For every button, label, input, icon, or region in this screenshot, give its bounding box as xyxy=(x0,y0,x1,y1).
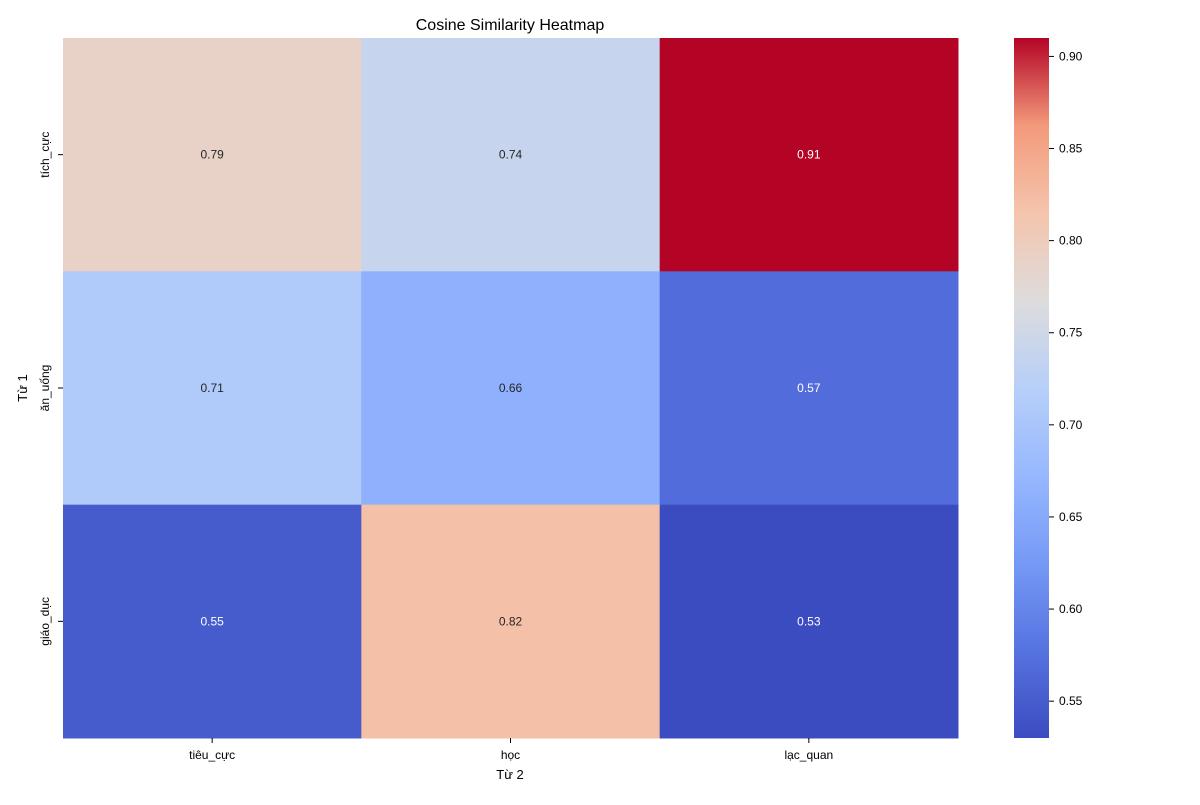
heatmap-cell xyxy=(361,38,661,272)
y-tick-label: ăn_uống xyxy=(38,365,52,412)
x-axis-label: Từ 2 xyxy=(496,767,524,782)
cell-value-label: 0.55 xyxy=(200,614,224,628)
heatmap-cell xyxy=(659,271,959,506)
cell-value-label: 0.82 xyxy=(499,614,523,628)
axis-ticks: tiêu_cực học lạc_quan tích_cực ăn_uống giáo_d… xyxy=(38,132,833,762)
cell-value-label: 0.71 xyxy=(200,381,224,395)
colorbar-tick-label: 0.80 xyxy=(1059,234,1083,248)
colorbar-ticks: 0.55 0.60 0.65 0.70 0.75 0.80 0.85 0.90 xyxy=(1049,49,1083,708)
y-tick-label: tích_cực xyxy=(38,132,52,178)
x-tick-label: học xyxy=(501,748,520,762)
heatmap-cell xyxy=(659,504,959,739)
colorbar-tick-label: 0.60 xyxy=(1059,602,1083,616)
y-tick-label: giáo_dục xyxy=(38,597,52,646)
colorbar-tick-label: 0.75 xyxy=(1059,326,1083,340)
cell-value-label: 0.66 xyxy=(499,381,523,395)
heatmap-cell xyxy=(361,271,661,506)
heatmap-cell xyxy=(63,271,362,506)
colorbar-tick-label: 0.70 xyxy=(1059,418,1083,432)
heatmap-cell xyxy=(659,38,959,272)
heatmap-cell xyxy=(361,504,661,739)
heatmap-cells: 0.79 0.74 0.91 0.71 0.66 0.57 0.55 0.82 0.53 xyxy=(63,38,959,739)
colorbar-tick-label: 0.65 xyxy=(1059,510,1083,524)
colorbar-tick-label: 0.85 xyxy=(1059,142,1083,156)
cell-value-label: 0.57 xyxy=(797,381,821,395)
cell-value-label: 0.79 xyxy=(200,148,224,162)
cell-value-label: 0.74 xyxy=(499,148,523,162)
colorbar xyxy=(1014,38,1049,738)
heatmap-cell xyxy=(63,38,362,272)
heatmap-cell xyxy=(63,504,362,739)
colorbar-tick-label: 0.90 xyxy=(1059,49,1083,63)
cell-value-label: 0.91 xyxy=(797,148,821,162)
cell-value-label: 0.53 xyxy=(797,614,821,628)
x-tick-label: lạc_quan xyxy=(784,748,833,762)
colorbar-tick-label: 0.55 xyxy=(1059,694,1083,708)
chart-title: Cosine Similarity Heatmap xyxy=(416,17,605,34)
x-tick-label: tiêu_cực xyxy=(189,748,235,762)
y-axis-label: Từ 1 xyxy=(15,374,30,402)
